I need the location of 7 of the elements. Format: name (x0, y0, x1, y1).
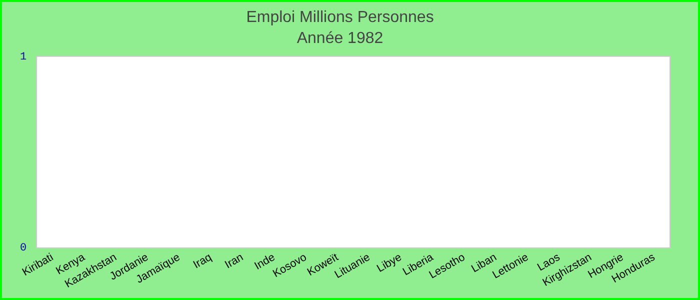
y-tick-label: 0 (20, 242, 27, 255)
chart-title: Emploi Millions Personnes (246, 9, 434, 26)
y-tick-label: 1 (20, 51, 27, 64)
x-tick-label: Libye (375, 251, 404, 275)
chart-subtitle: Année 1982 (296, 30, 384, 48)
x-tick-label: Iran (223, 251, 246, 272)
x-tick-label: Iraq (191, 251, 214, 272)
